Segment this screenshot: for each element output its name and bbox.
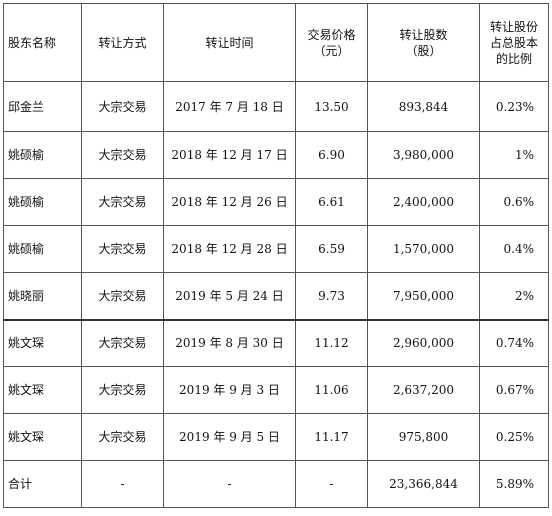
- cell-transfer-method: 大宗交易: [81, 225, 164, 273]
- cell-transfer-time: 2018 年 12 月 26 日: [163, 178, 296, 226]
- cell-transfer-shares: 2,960,000: [367, 318, 480, 367]
- header-trade-price: 交易价格 （元）: [295, 3, 368, 82]
- cell-shareholder-name: 姚文琛: [3, 318, 82, 367]
- cell-transfer-shares: 975,800: [367, 413, 480, 461]
- share-transfer-table: 股东名称 转让方式 转让时间 交易价格 （元） 转让股数 （股） 转让股份 占总…: [3, 3, 549, 508]
- cell-transfer-time: 2019 年 8 月 30 日: [163, 318, 296, 367]
- total-time: -: [163, 460, 296, 508]
- header-transfer-shares-line1: 转让股数: [399, 27, 448, 42]
- table-row: 姚文琛 大宗交易 2019 年 9 月 3 日 11.06 2,637,200 …: [3, 366, 549, 414]
- cell-share-ratio: 2%: [479, 272, 549, 320]
- cell-transfer-shares: 893,844: [367, 81, 480, 132]
- cell-share-ratio: 1%: [479, 131, 549, 179]
- header-transfer-method: 转让方式: [81, 3, 164, 82]
- total-method: -: [81, 460, 164, 508]
- cell-transfer-method: 大宗交易: [81, 413, 164, 461]
- cell-shareholder-name: 姚文琛: [3, 413, 82, 461]
- total-price: -: [295, 460, 368, 508]
- cell-transfer-time: 2018 年 12 月 17 日: [163, 131, 296, 179]
- table-row: 姚硕榆 大宗交易 2018 年 12 月 17 日 6.90 3,980,000…: [3, 131, 549, 179]
- cell-shareholder-name: 姚硕榆: [3, 225, 82, 273]
- header-trade-price-line2: （元）: [313, 43, 350, 58]
- cell-transfer-time: 2019 年 5 月 24 日: [163, 272, 296, 320]
- header-transfer-time: 转让时间: [163, 3, 296, 82]
- cell-share-ratio: 0.23%: [479, 81, 549, 132]
- header-shareholder-name: 股东名称: [3, 3, 82, 82]
- cell-trade-price: 11.12: [295, 318, 368, 367]
- cell-trade-price: 9.73: [295, 272, 368, 320]
- cell-transfer-shares: 2,400,000: [367, 178, 480, 226]
- header-share-ratio: 转让股份 占总股本 的比例: [479, 3, 549, 82]
- total-label: 合计: [3, 460, 82, 508]
- header-transfer-shares: 转让股数 （股）: [367, 3, 480, 82]
- cell-trade-price: 6.90: [295, 131, 368, 179]
- cell-trade-price: 6.59: [295, 225, 368, 273]
- cell-transfer-shares: 1,570,000: [367, 225, 480, 273]
- header-share-ratio-line2: 占总股本: [489, 35, 538, 50]
- cell-transfer-method: 大宗交易: [81, 178, 164, 226]
- cell-share-ratio: 0.67%: [479, 366, 549, 414]
- header-transfer-shares-line2: （股）: [405, 43, 442, 58]
- header-share-ratio-line3: 的比例: [495, 51, 532, 66]
- table-row: 邱金兰 大宗交易 2017 年 7 月 18 日 13.50 893,844 0…: [3, 81, 549, 132]
- cell-transfer-method: 大宗交易: [81, 81, 164, 132]
- table-header-row: 股东名称 转让方式 转让时间 交易价格 （元） 转让股数 （股） 转让股份 占总…: [3, 3, 549, 82]
- cell-share-ratio: 0.6%: [479, 178, 549, 226]
- cell-transfer-method: 大宗交易: [81, 272, 164, 320]
- table-row: 姚文琛 大宗交易 2019 年 9 月 5 日 11.17 975,800 0.…: [3, 413, 549, 461]
- table-row: 姚硕榆 大宗交易 2018 年 12 月 26 日 6.61 2,400,000…: [3, 178, 549, 226]
- cell-shareholder-name: 邱金兰: [3, 81, 82, 132]
- cell-share-ratio: 0.74%: [479, 318, 549, 367]
- cell-trade-price: 6.61: [295, 178, 368, 226]
- cell-shareholder-name: 姚晓丽: [3, 272, 82, 320]
- table-row: 姚文琛 大宗交易 2019 年 8 月 30 日 11.12 2,960,000…: [3, 318, 549, 367]
- cell-trade-price: 11.17: [295, 413, 368, 461]
- header-trade-price-line1: 交易价格: [307, 27, 356, 42]
- cell-transfer-shares: 7,950,000: [367, 272, 480, 320]
- table-row: 姚硕榆 大宗交易 2018 年 12 月 28 日 6.59 1,570,000…: [3, 225, 549, 273]
- cell-transfer-method: 大宗交易: [81, 131, 164, 179]
- cell-transfer-time: 2019 年 9 月 3 日: [163, 366, 296, 414]
- total-shares: 23,366,844: [367, 460, 480, 508]
- table-row: 姚晓丽 大宗交易 2019 年 5 月 24 日 9.73 7,950,000 …: [3, 272, 549, 320]
- total-row: 合计 - - - 23,366,844 5.89%: [3, 460, 549, 508]
- cell-share-ratio: 0.4%: [479, 225, 549, 273]
- header-share-ratio-line1: 转让股份: [489, 19, 538, 34]
- cell-transfer-method: 大宗交易: [81, 366, 164, 414]
- cell-shareholder-name: 姚硕榆: [3, 131, 82, 179]
- cell-transfer-time: 2019 年 9 月 5 日: [163, 413, 296, 461]
- total-ratio: 5.89%: [479, 460, 549, 508]
- cell-transfer-time: 2017 年 7 月 18 日: [163, 81, 296, 132]
- cell-transfer-shares: 2,637,200: [367, 366, 480, 414]
- cell-shareholder-name: 姚硕榆: [3, 178, 82, 226]
- cell-shareholder-name: 姚文琛: [3, 366, 82, 414]
- cell-trade-price: 13.50: [295, 81, 368, 132]
- cell-trade-price: 11.06: [295, 366, 368, 414]
- cell-transfer-time: 2018 年 12 月 28 日: [163, 225, 296, 273]
- cell-transfer-method: 大宗交易: [81, 318, 164, 367]
- cell-share-ratio: 0.25%: [479, 413, 549, 461]
- cell-transfer-shares: 3,980,000: [367, 131, 480, 179]
